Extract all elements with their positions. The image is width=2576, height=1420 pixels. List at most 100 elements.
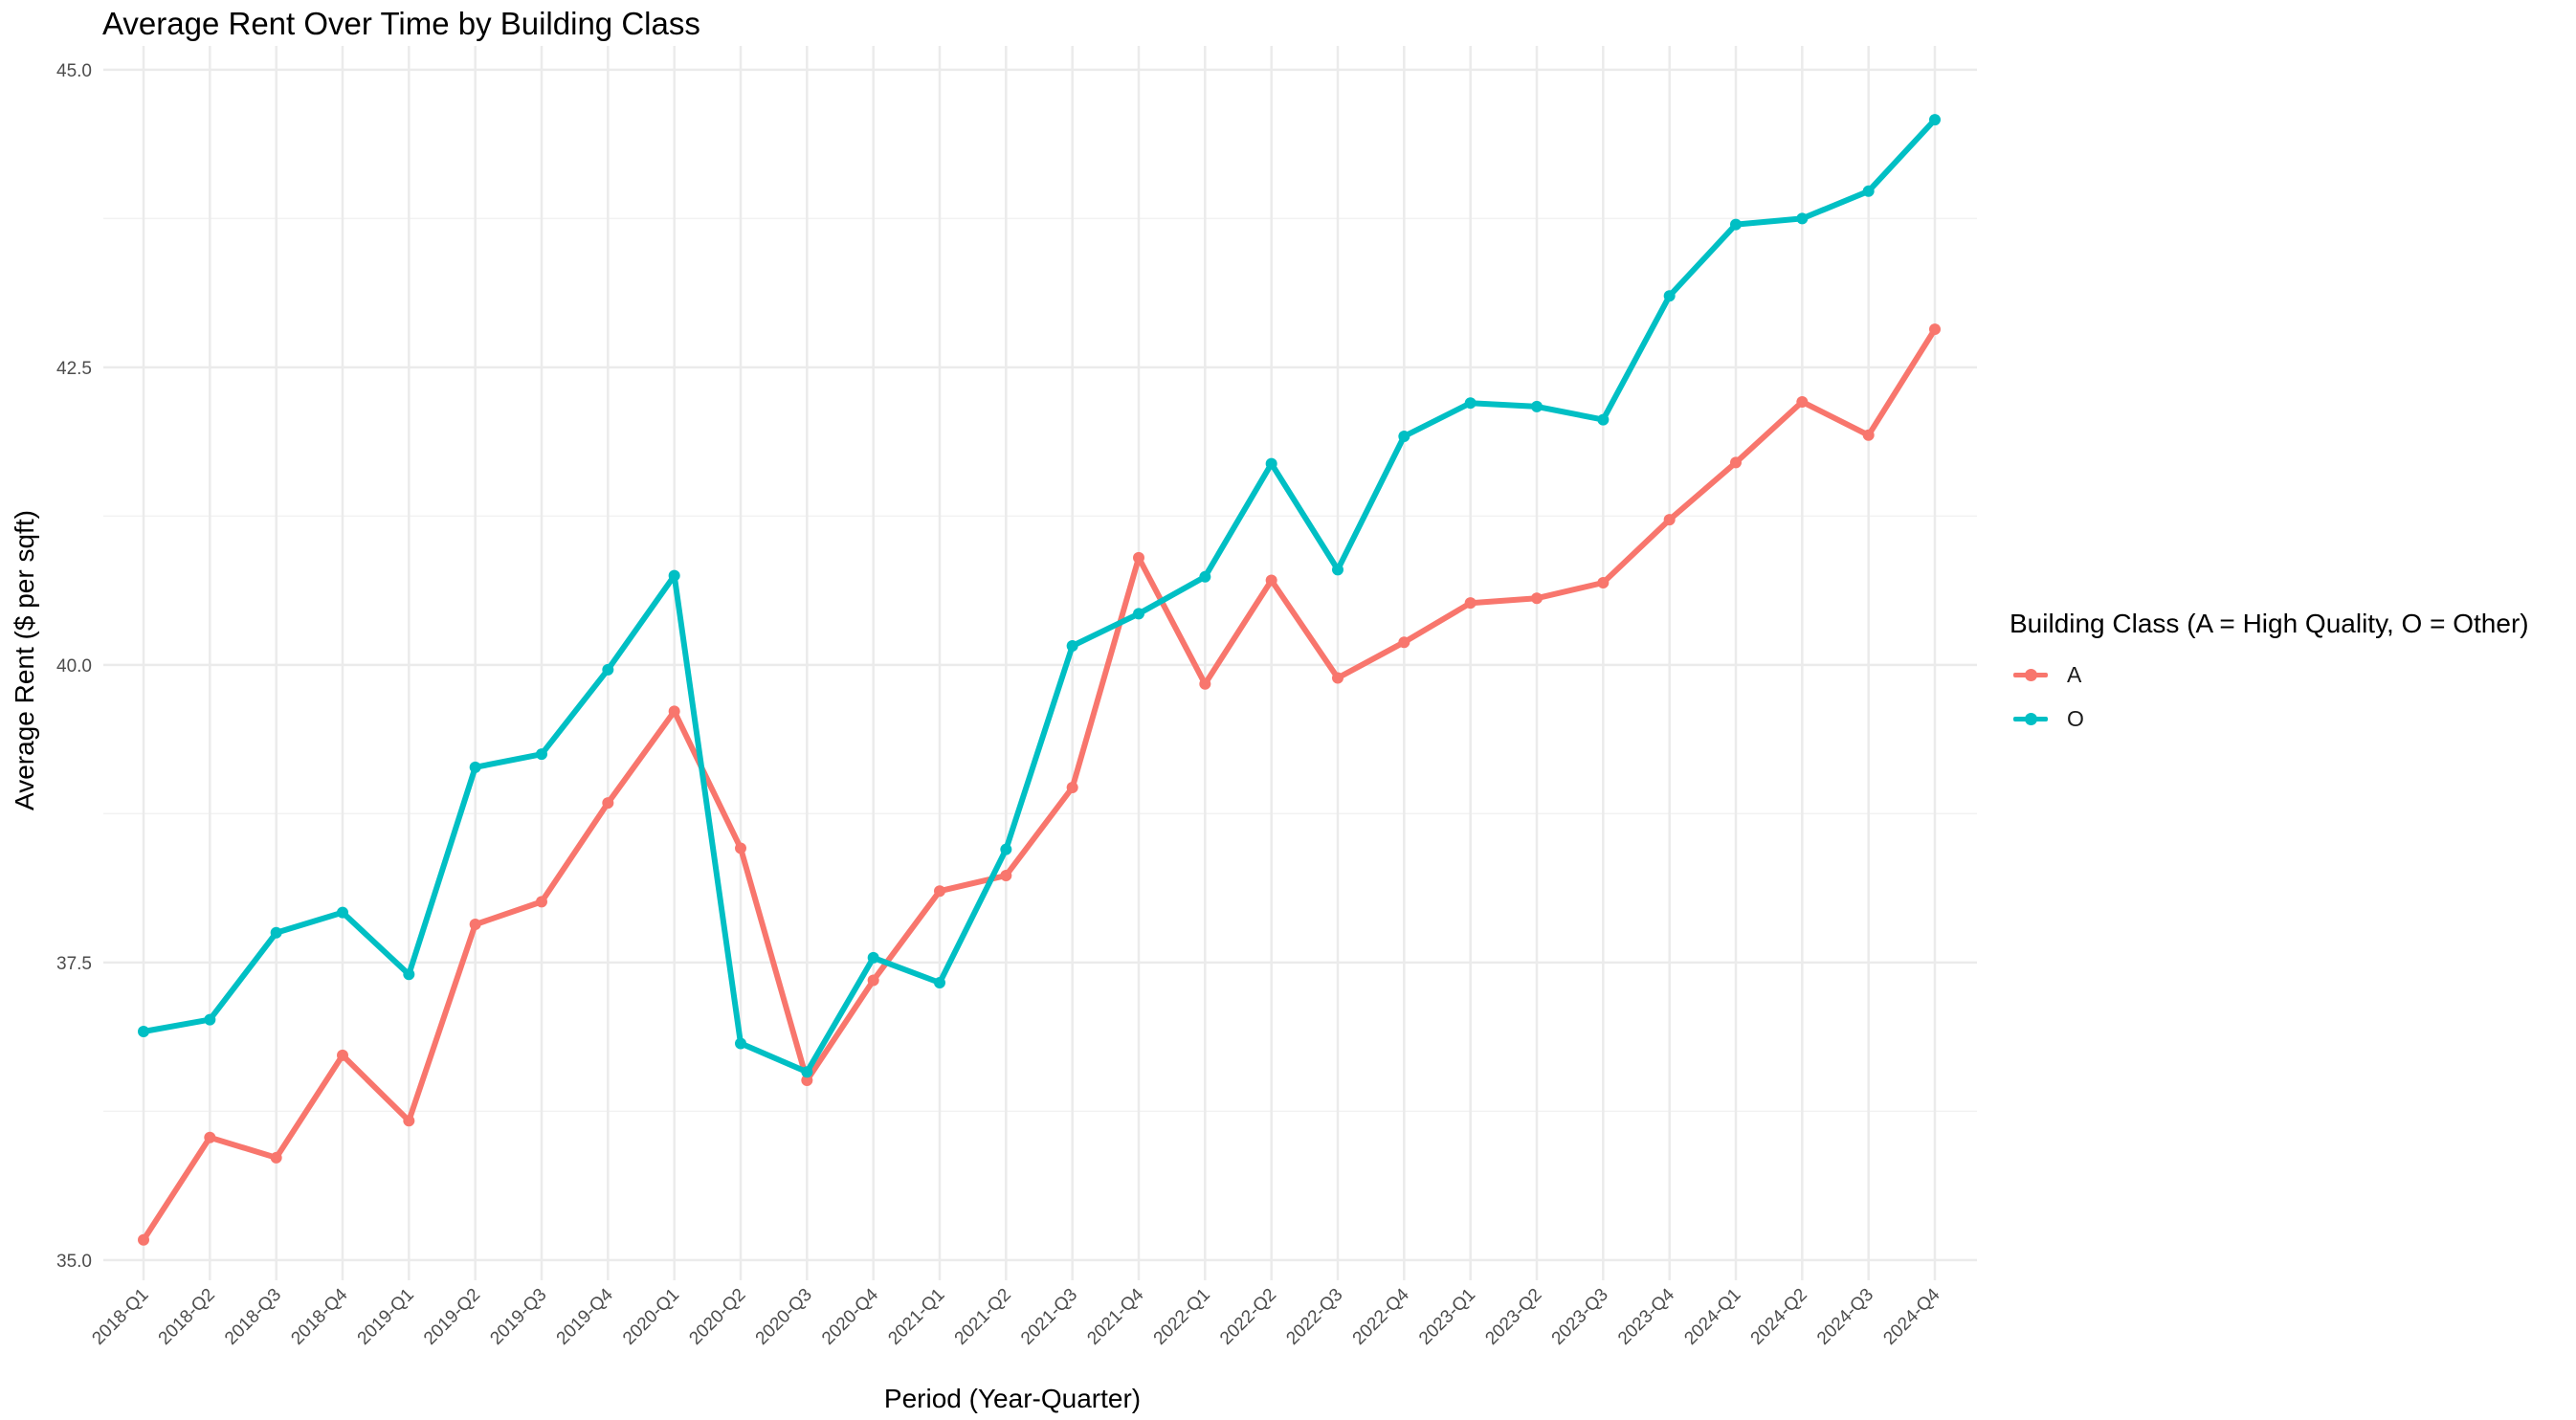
x-tick-label: 2018-Q3 <box>221 1285 285 1349</box>
x-tick-label: 2020-Q1 <box>619 1285 683 1349</box>
x-tick-label: 2020-Q2 <box>685 1285 749 1349</box>
data-point-o <box>1597 413 1610 426</box>
data-point-a <box>668 705 680 718</box>
data-point-a <box>1265 574 1277 587</box>
data-point-o <box>270 926 282 939</box>
data-point-o <box>602 663 614 676</box>
data-point-o <box>1265 457 1277 470</box>
data-point-o <box>1531 400 1543 412</box>
y-tick-label: 35.0 <box>56 1252 92 1272</box>
x-axis-title-text: Period (Year-Quarter) <box>883 1384 1142 1413</box>
x-tick-label: 2019-Q3 <box>486 1285 550 1349</box>
x-tick-label: 2020-Q3 <box>752 1285 816 1349</box>
minor-gridlines <box>103 217 1977 1113</box>
y-axis-ticks: 35.0 37.5 40.0 42.5 45.0 <box>56 61 92 1272</box>
data-point-a <box>1929 323 1941 336</box>
data-point-o <box>1464 397 1477 410</box>
data-point-o <box>668 569 680 582</box>
legend-dot-a <box>2025 669 2037 681</box>
data-point-o <box>1929 114 1941 126</box>
x-tick-label: 2023-Q3 <box>1548 1285 1612 1349</box>
data-point-o <box>138 1026 149 1038</box>
legend-item-a: A <box>2010 653 2529 697</box>
data-point-a <box>735 842 746 854</box>
data-point-a <box>1332 672 1344 684</box>
data-point-a <box>536 896 547 908</box>
x-tick-label: 2022-Q4 <box>1349 1284 1413 1348</box>
x-tick-label: 2018-Q4 <box>287 1284 351 1348</box>
data-point-a <box>1730 456 1742 469</box>
x-tick-label: 2023-Q1 <box>1415 1285 1479 1349</box>
data-point-o <box>337 906 348 919</box>
data-point-a <box>1464 597 1477 610</box>
x-tick-label: 2022-Q1 <box>1150 1285 1214 1349</box>
x-tick-label: 2021-Q2 <box>951 1285 1015 1349</box>
x-tick-label: 2018-Q1 <box>88 1285 152 1349</box>
data-point-a <box>270 1151 282 1164</box>
x-axis-ticks: 2018-Q1 2018-Q2 2018-Q3 2018-Q4 2019-Q1 2019-… <box>88 1284 1943 1348</box>
data-point-a <box>1796 395 1809 408</box>
data-point-o <box>536 748 547 761</box>
x-tick-label: 2024-Q1 <box>1680 1285 1744 1349</box>
data-point-a <box>1199 677 1211 690</box>
y-tick-label: 45.0 <box>56 61 92 81</box>
data-point-o <box>1000 843 1012 855</box>
data-point-o <box>204 1013 216 1026</box>
data-point-a <box>1398 636 1410 649</box>
x-tick-label: 2021-Q3 <box>1017 1285 1081 1349</box>
series-points <box>138 114 1941 1246</box>
x-tick-label: 2019-Q2 <box>420 1285 484 1349</box>
y-tick-label: 37.5 <box>56 954 92 974</box>
data-point-a <box>1663 514 1676 526</box>
legend-label-a: A <box>2067 661 2082 687</box>
data-point-o <box>1862 185 1875 197</box>
data-point-a <box>801 1075 813 1087</box>
chart-title: Average Rent Over Time by Building Class <box>102 6 700 41</box>
data-point-o <box>801 1066 813 1078</box>
x-tick-label: 2021-Q1 <box>884 1285 948 1349</box>
data-point-a <box>867 974 879 987</box>
data-point-a <box>1597 577 1610 589</box>
data-point-a <box>1531 592 1543 605</box>
data-point-o <box>1730 218 1742 231</box>
series-line-o <box>141 117 1938 1076</box>
data-point-a <box>337 1049 348 1061</box>
data-point-o <box>1663 290 1676 302</box>
x-tick-label: 2018-Q2 <box>155 1285 219 1349</box>
data-point-o <box>403 968 415 981</box>
data-point-a <box>934 885 945 898</box>
x-tick-label: 2024-Q3 <box>1813 1285 1877 1349</box>
x-tick-label: 2023-Q4 <box>1614 1284 1678 1348</box>
x-tick-label: 2020-Q4 <box>818 1284 882 1348</box>
data-point-o <box>867 951 879 964</box>
data-point-a <box>469 919 481 931</box>
x-tick-label: 2021-Q4 <box>1083 1284 1147 1348</box>
y-tick-label: 42.5 <box>56 359 92 379</box>
x-tick-label: 2024-Q4 <box>1879 1284 1943 1348</box>
data-point-o <box>934 977 945 989</box>
series-lines <box>141 117 1938 1243</box>
legend-dot-o <box>2025 713 2037 725</box>
legend-label-o: O <box>2067 705 2084 731</box>
x-tick-label: 2024-Q2 <box>1747 1285 1811 1349</box>
y-tick-label: 40.0 <box>56 656 92 677</box>
x-tick-label: 2019-Q4 <box>553 1284 617 1348</box>
data-point-a <box>602 797 614 810</box>
x-tick-label: 2022-Q3 <box>1282 1285 1346 1349</box>
data-point-o <box>1199 570 1211 583</box>
series-line-a <box>141 326 1938 1243</box>
x-tick-label: 2022-Q2 <box>1216 1285 1280 1349</box>
legend: Building Class (A = High Quality, O = Ot… <box>2010 609 2529 741</box>
data-point-o <box>1796 212 1809 225</box>
data-point-a <box>403 1115 415 1127</box>
data-point-a <box>138 1233 149 1246</box>
data-point-a <box>1133 551 1144 564</box>
data-point-o <box>1332 564 1344 576</box>
data-point-o <box>1133 608 1144 620</box>
legend-key-o <box>2010 704 2052 733</box>
data-point-a <box>1000 870 1012 882</box>
legend-item-o: O <box>2010 697 2529 741</box>
legend-title: Building Class (A = High Quality, O = Ot… <box>2010 609 2529 638</box>
